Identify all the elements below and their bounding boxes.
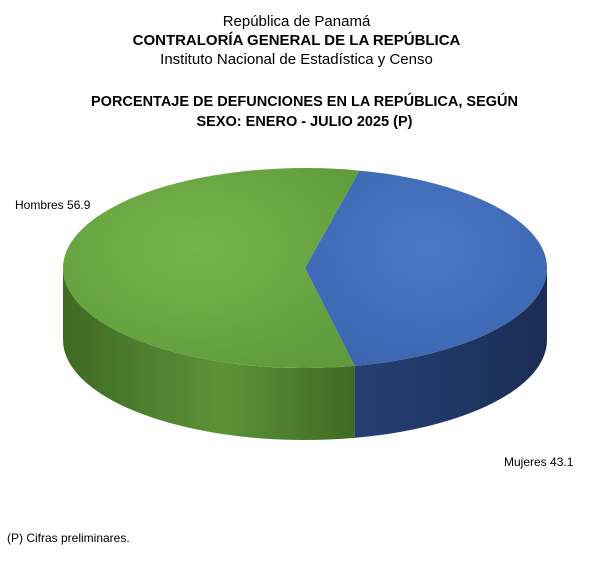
- chart-title-line1: PORCENTAJE DE DEFUNCIONES EN LA REPÚBLIC…: [91, 94, 518, 110]
- pie-side-hombres: [63, 268, 355, 440]
- header-country: República de Panamá: [222, 13, 371, 30]
- footnote: (P) Cifras preliminares.: [7, 531, 130, 545]
- chart-title-line2: SEXO: ENERO - JULIO 2025 (P): [196, 114, 413, 130]
- header-institute: Instituto Nacional de Estadística y Cens…: [160, 51, 433, 68]
- header-institution: CONTRALORÍA GENERAL DE LA REPÚBLICA: [132, 32, 461, 49]
- pie-slice-mujeres: [305, 170, 548, 366]
- data-label-mujeres: Mujeres 43.1: [504, 455, 574, 469]
- pie-slice-hombres: [63, 167, 360, 368]
- pie-side-mujeres: [354, 268, 547, 438]
- data-label-hombres: Hombres 56.9: [15, 198, 91, 212]
